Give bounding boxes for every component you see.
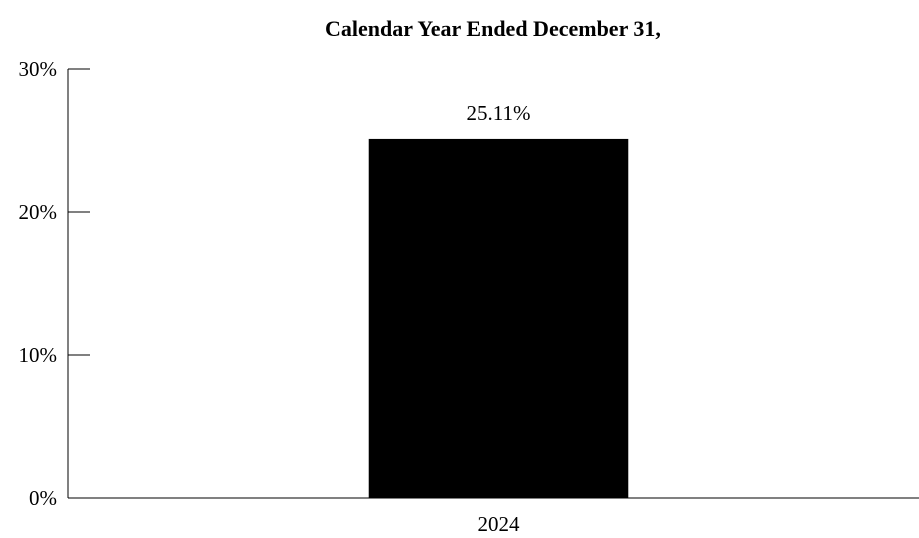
y-tick-label: 20% <box>19 200 58 224</box>
y-axis: 0% 10% 20% 30% <box>19 57 90 510</box>
x-axis: 2024 <box>68 497 919 536</box>
chart-title: Calendar Year Ended December 31, <box>325 16 661 41</box>
bars <box>368 138 629 498</box>
bar <box>368 138 629 498</box>
y-tick-label: 30% <box>19 57 58 81</box>
data-labels: 25.11% <box>467 101 531 125</box>
y-tick-label: 0% <box>29 486 57 510</box>
data-label: 25.11% <box>467 101 531 125</box>
x-tick-label: 2024 <box>478 512 521 536</box>
y-tick-label: 10% <box>19 343 58 367</box>
